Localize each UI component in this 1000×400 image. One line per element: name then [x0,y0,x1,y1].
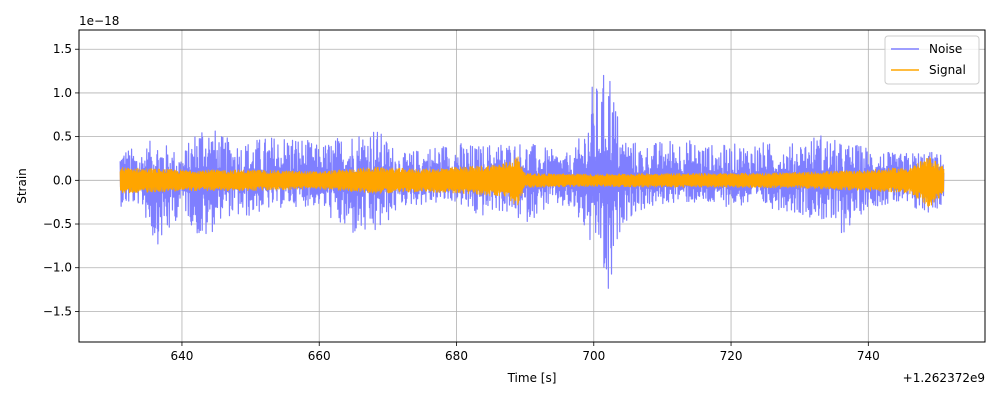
legend-label-noise: Noise [929,42,962,56]
y-tick-label: 1.5 [53,42,72,56]
y-axis-label: Strain [15,168,29,204]
y-tick-label: −1.5 [43,304,72,318]
x-tick-label: 720 [720,349,743,363]
y-tick-label: 0.5 [53,130,72,144]
x-tick-label: 700 [582,349,605,363]
x-tick-label: 640 [171,349,194,363]
series-layer [119,74,945,289]
legend: Noise Signal [884,35,980,85]
x-axis-label: Time [s] [507,371,557,385]
y-tick-label: −0.5 [43,217,72,231]
y-scale-label: 1e−18 [79,14,119,28]
x-tick-label: 740 [857,349,880,363]
legend-box [884,35,980,85]
y-tick-label: 0.0 [53,173,72,187]
series-signal [119,156,945,208]
y-tick-label: 1.0 [53,86,72,100]
x-offset-label: +1.262372e9 [903,371,985,385]
x-axis-ticks: 640 660 680 700 720 740 [171,342,880,363]
y-tick-label: −1.0 [43,261,72,275]
series-line-signal [119,156,945,208]
x-tick-label: 660 [308,349,331,363]
y-axis-ticks: 1.5 1.0 0.5 0.0 −0.5 −1.0 −1.5 [43,42,79,318]
plot-frame [78,29,986,343]
x-tick-label: 680 [445,349,468,363]
legend-label-signal: Signal [929,63,966,77]
